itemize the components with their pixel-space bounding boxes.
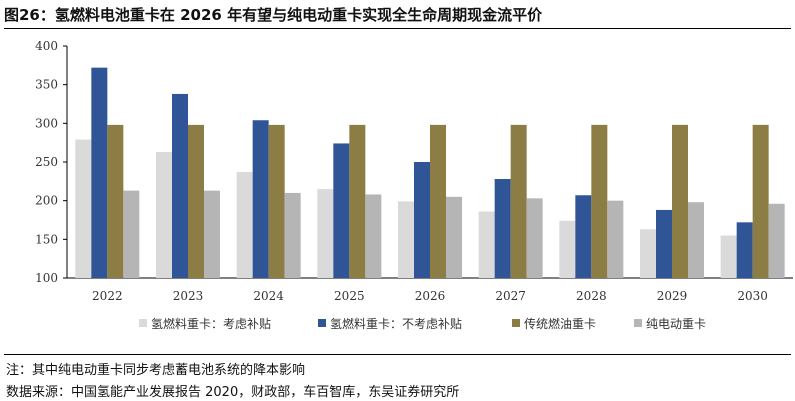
bar bbox=[672, 124, 688, 278]
legend-swatch bbox=[512, 319, 520, 327]
bar bbox=[446, 196, 462, 278]
axes: 100 150 200 250 300 350 400 2022 2023 2024 2025 202… bbox=[35, 39, 793, 303]
bar bbox=[236, 172, 253, 278]
bar bbox=[123, 190, 140, 278]
bar bbox=[398, 201, 414, 278]
bar bbox=[107, 124, 124, 278]
legend: 氢燃料重卡：考虑补贴 氢燃料重卡：不考虑补贴 传统燃油重卡 纯电动重卡 bbox=[139, 316, 706, 331]
bar bbox=[75, 139, 92, 278]
legend-label: 氢燃料重卡：考虑补贴 bbox=[151, 316, 271, 331]
bar bbox=[188, 124, 204, 278]
y-tick-label: 400 bbox=[35, 39, 58, 53]
bar bbox=[317, 189, 334, 278]
figure-title: 图26：氢燃料电池重卡在 2026 年有望与纯电动重卡实现全生命周期现金流平价 bbox=[4, 6, 543, 24]
x-tick-label: 2023 bbox=[173, 289, 204, 303]
bar bbox=[768, 203, 785, 278]
bar bbox=[494, 179, 511, 278]
bar-chart: 100 150 200 250 300 350 400 2022 2023 2024 2025 202… bbox=[35, 39, 793, 331]
bar bbox=[510, 124, 527, 278]
legend-swatch bbox=[634, 319, 642, 327]
bar bbox=[365, 194, 382, 278]
legend-swatch bbox=[139, 319, 147, 327]
bar bbox=[526, 198, 543, 278]
bar bbox=[720, 235, 737, 278]
footer-divider bbox=[4, 354, 791, 355]
legend-label: 传统燃油重卡 bbox=[524, 316, 596, 331]
chart-note: 注：其中纯电动重卡同步考虑蓄电池系统的降本影响 bbox=[6, 363, 306, 378]
bar bbox=[736, 222, 753, 278]
bar bbox=[640, 229, 656, 278]
x-tick-label: 2024 bbox=[253, 289, 284, 303]
bar bbox=[752, 124, 769, 278]
bar bbox=[172, 93, 188, 278]
y-tick-label: 350 bbox=[35, 78, 58, 92]
bar bbox=[91, 67, 108, 278]
x-tick-label: 2025 bbox=[334, 289, 365, 303]
bar bbox=[478, 211, 495, 278]
y-tick-label: 150 bbox=[35, 232, 58, 246]
bar bbox=[591, 124, 608, 278]
bar bbox=[349, 124, 366, 278]
legend-label: 纯电动重卡 bbox=[646, 317, 706, 331]
y-tick-label: 300 bbox=[35, 116, 58, 130]
x-tick-label: 2030 bbox=[737, 289, 768, 303]
title-divider bbox=[4, 28, 791, 29]
bar bbox=[284, 192, 301, 278]
bar bbox=[156, 151, 172, 278]
bar bbox=[333, 143, 350, 278]
bar bbox=[430, 124, 446, 278]
bar bbox=[607, 200, 624, 278]
data-source: 数据来源：中国氢能产业发展报告 2020，财政部，车百智库，东吴证券研究所 bbox=[6, 385, 460, 400]
x-tick-label: 2026 bbox=[415, 289, 446, 303]
bar bbox=[204, 190, 220, 278]
legend-swatch bbox=[318, 319, 326, 327]
bar bbox=[252, 120, 269, 279]
x-tick-label: 2029 bbox=[657, 289, 688, 303]
bar bbox=[414, 162, 430, 278]
bar bbox=[656, 209, 672, 278]
legend-label: 氢燃料重卡：不考虑补贴 bbox=[330, 316, 462, 331]
bar bbox=[559, 220, 576, 278]
y-tick-label: 100 bbox=[35, 271, 58, 285]
x-tick-label: 2027 bbox=[495, 289, 526, 303]
x-tick-label: 2028 bbox=[576, 289, 607, 303]
bars bbox=[75, 67, 785, 279]
y-tick-label: 250 bbox=[35, 155, 58, 169]
x-tick-label: 2022 bbox=[92, 289, 123, 303]
bar bbox=[688, 202, 704, 278]
y-tick-label: 200 bbox=[35, 194, 58, 208]
bar bbox=[268, 124, 285, 278]
bar bbox=[575, 195, 592, 278]
